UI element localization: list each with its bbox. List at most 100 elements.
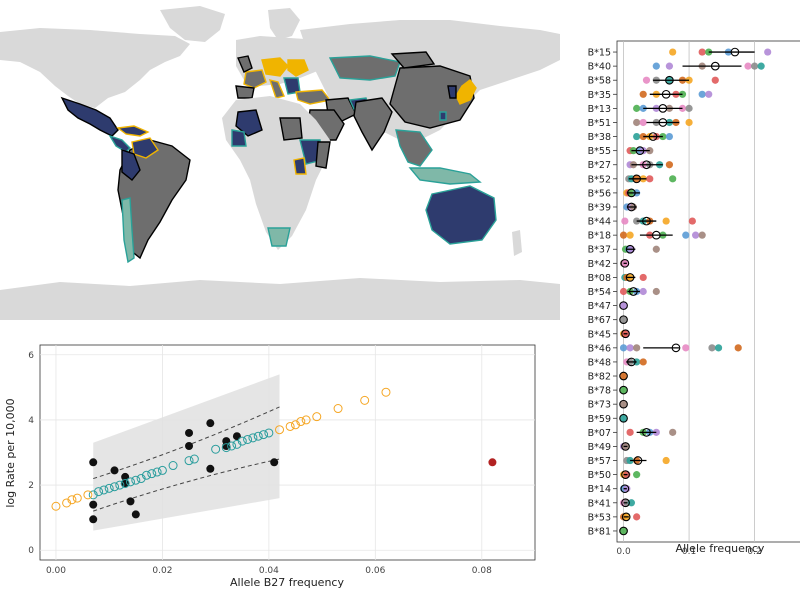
dot-population-point	[626, 428, 634, 436]
map-country-poland	[287, 59, 309, 77]
dot-category-label: B*52	[588, 174, 611, 185]
scatter-point-predicted-extrapolated	[83, 490, 93, 500]
scatter-point-predicted-in-sample	[221, 443, 231, 453]
dot-population-point	[619, 316, 628, 324]
dot-population-point	[633, 132, 641, 141]
dot-population-point	[633, 104, 641, 112]
dot-population-point	[639, 273, 647, 282]
y-tick-label: 4	[28, 416, 34, 426]
dot-category-label: B*14	[588, 484, 611, 495]
dot-mean-marker	[619, 301, 628, 310]
scatter-point-predicted-in-sample	[189, 454, 199, 464]
dot-category-label: B*67	[588, 315, 611, 326]
dot-population-point	[642, 76, 651, 84]
map-region-scandinavia	[268, 8, 300, 40]
map-country-west-africa	[231, 129, 247, 147]
map-country-turkey	[295, 89, 332, 105]
scatter-point-predicted-extrapolated	[62, 498, 72, 508]
dot-population-point	[652, 287, 660, 296]
x-tick-label: 0.02	[152, 566, 172, 576]
dot-x-tick-label: 0.0	[616, 547, 631, 557]
dot-mean-marker	[619, 385, 628, 395]
scatter-point-observed	[121, 479, 130, 488]
dot-population-point	[639, 358, 647, 366]
dot-x-tick-label: 0.2	[747, 547, 761, 557]
dot-mean-marker	[621, 329, 630, 339]
scatter-point-predicted-in-sample	[253, 431, 263, 441]
dot-population-point	[688, 217, 696, 225]
dot-population-point	[619, 287, 628, 296]
dot-population-point	[652, 62, 660, 70]
map-region-central-america	[108, 134, 131, 153]
dot-population-point	[619, 386, 628, 394]
dot-mean-marker	[648, 132, 658, 141]
map-country-germany	[261, 57, 289, 77]
scatter-point-observed	[126, 497, 135, 506]
dot-population-point	[633, 471, 641, 479]
y-tick-label: 2	[28, 481, 34, 491]
dot-population-point	[705, 90, 713, 98]
dot-population-point	[705, 48, 713, 56]
dot-category-label: B*13	[588, 104, 611, 115]
y-axis-label: log Rate per 10,000	[4, 398, 17, 507]
map-country-sudan	[279, 117, 303, 141]
b27-scatter-panel: 0.00 0.02 0.04 0.06 0.08 0 2 4 6 Allele B27 fre…	[0, 335, 545, 600]
dot-mean-marker	[665, 75, 674, 85]
scatter-point-predicted-in-sample	[184, 456, 194, 466]
dot-population-point	[639, 90, 647, 98]
dot-population-point	[619, 527, 628, 535]
scatter-point-predicted-extrapolated	[67, 495, 77, 505]
dot-mean-marker	[625, 244, 635, 254]
map-country-venezuela	[131, 137, 159, 159]
dot-category-label: B*47	[588, 301, 611, 312]
dot-population-point	[714, 344, 723, 352]
dot-x-ticks: 0.0 0.1 0.2	[616, 547, 761, 557]
scatter-point-predicted-in-sample	[259, 430, 269, 440]
dot-mean-marker	[621, 442, 630, 451]
dot-category-label: B*51	[588, 118, 611, 129]
dot-category-label: B*78	[588, 386, 611, 397]
dot-category-label: B*56	[588, 188, 611, 199]
dot-population-point	[750, 62, 759, 70]
dot-population-point	[665, 62, 674, 70]
x-tick-label: 0.06	[365, 566, 385, 576]
scatter-point-predicted-in-sample	[125, 477, 135, 487]
scatter-point-predicted-in-sample	[147, 469, 157, 479]
allele-dot-chart: B*15 B*40 B*58 B*35 B*13 B*51 B*38 B*55 B*27 B*52…	[588, 40, 800, 557]
dot-population-point	[639, 118, 647, 127]
scatter-point-predicted-extrapolated	[381, 387, 391, 397]
map-region-antarctica	[0, 278, 560, 320]
dot-population-point	[682, 231, 690, 239]
scatter-point-predicted-in-sample	[110, 482, 120, 492]
scatter-point-predicted-in-sample	[131, 475, 141, 485]
map-region-greenland	[160, 6, 225, 42]
map-country-india	[353, 97, 393, 152]
scatter-points	[51, 387, 497, 524]
dot-mean-marker	[658, 104, 668, 113]
dot-mean-marker	[730, 47, 740, 57]
scatter-point-predicted-in-sample	[248, 433, 258, 443]
dot-population-point	[669, 175, 677, 183]
scatter-point-observed	[110, 466, 119, 475]
dot-mean-marker	[627, 202, 636, 212]
dot-mean-marker	[661, 89, 671, 99]
dot-category-label: B*59	[588, 414, 611, 425]
map-country-colombia	[121, 149, 141, 181]
scatter-point-predicted-extrapolated	[312, 412, 322, 422]
dot-category-label: B*49	[588, 442, 611, 453]
dot-population-point	[646, 147, 654, 155]
scatter-point-predicted-extrapolated	[360, 395, 370, 405]
dot-rows: B*15 B*40 B*58 B*35 B*13 B*51 B*38 B*55 B*27 B*52…	[588, 47, 772, 537]
map-country-italy	[268, 79, 285, 99]
map-country-somalia	[315, 141, 331, 169]
scatter-point-observed	[206, 464, 215, 473]
dot-population-point	[633, 217, 641, 225]
scatter-point-observed	[89, 500, 98, 509]
map-country-cuba	[116, 125, 150, 137]
dot-category-label: B*54	[588, 287, 611, 298]
dot-category-label: B*58	[588, 76, 611, 87]
dot-mean-marker	[619, 399, 628, 409]
map-region-north-america	[0, 28, 190, 108]
dot-category-label: B*45	[588, 329, 611, 340]
dot-mean-marker	[620, 484, 630, 494]
